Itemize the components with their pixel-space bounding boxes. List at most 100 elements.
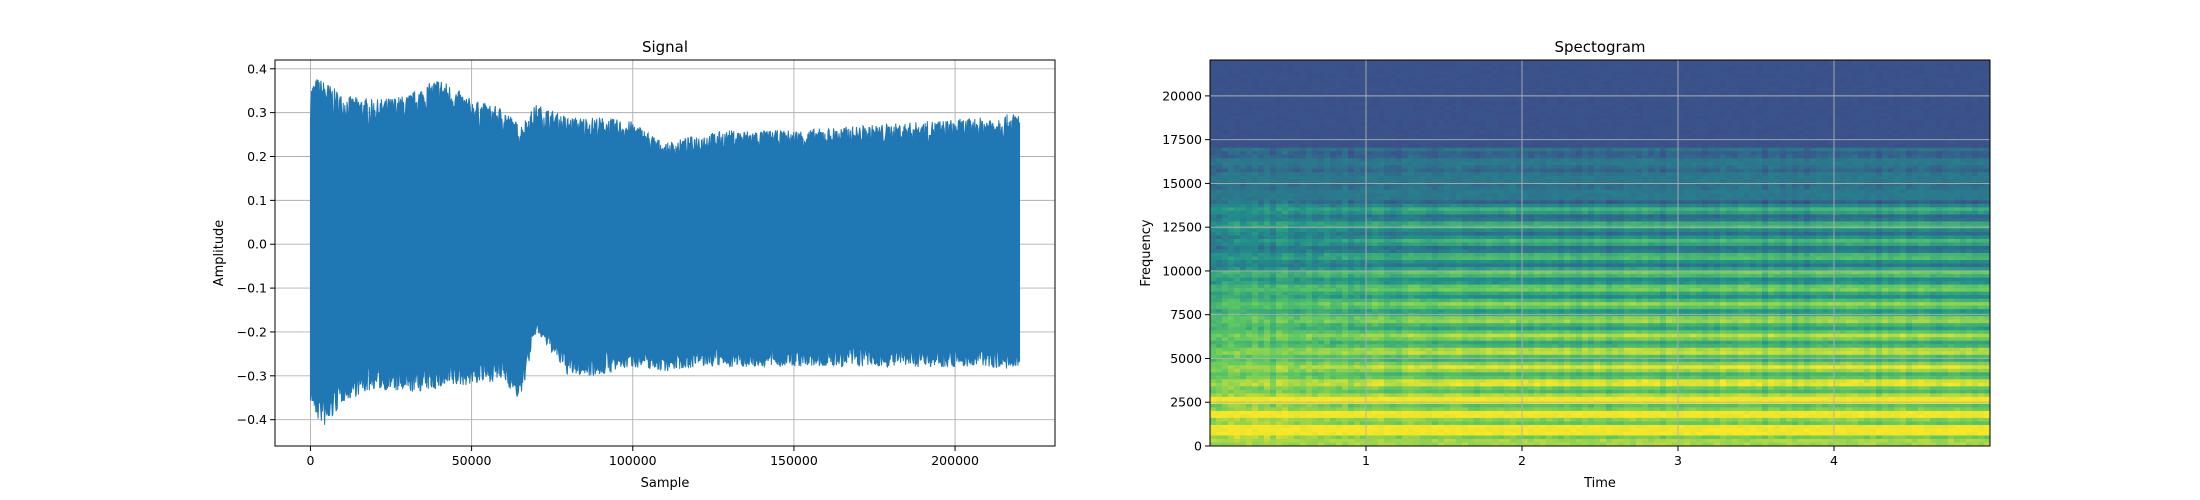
spectrogram-cell: [1474, 260, 1481, 264]
spectrogram-cell: [1228, 141, 1235, 145]
spectrogram-cell: [1408, 74, 1415, 78]
spectrogram-cell: [1210, 299, 1217, 303]
spectrogram-cell: [1276, 376, 1283, 380]
spectrogram-cell: [1234, 323, 1241, 327]
spectrogram-cell: [1312, 130, 1319, 134]
spectrogram-cell: [1396, 246, 1403, 250]
spectrogram-cell: [1396, 158, 1403, 162]
spectrogram-cell: [1402, 362, 1409, 366]
spectrogram-cell: [1324, 162, 1331, 166]
spectrogram-cell: [1252, 439, 1259, 443]
spectrogram-cell: [1456, 344, 1463, 348]
spectrogram-cell: [1246, 239, 1253, 243]
spectrogram-cell: [1258, 186, 1265, 190]
spectrogram-cell: [1336, 221, 1343, 225]
spectrogram-cell: [1330, 123, 1337, 127]
spectrogram-cell: [1240, 221, 1247, 225]
spectrogram-cell: [1318, 414, 1325, 418]
spectrogram-cell: [1234, 292, 1241, 296]
spectrogram-cell: [1414, 179, 1421, 183]
spectrogram-cell: [1264, 334, 1271, 338]
spectrogram-cell: [1402, 246, 1409, 250]
spectrogram-cell: [1306, 274, 1313, 278]
spectrogram-cell: [1288, 264, 1295, 268]
spectrogram-cell: [1210, 67, 1217, 71]
spectrogram-cell: [1228, 327, 1235, 331]
spectrogram-cell: [1384, 302, 1391, 306]
spectrogram-cell: [1432, 134, 1439, 138]
spectrogram-cell: [1228, 239, 1235, 243]
spectrogram-cell: [1396, 348, 1403, 352]
spectrogram-cell: [1276, 179, 1283, 183]
spectrogram-cell: [1306, 190, 1313, 194]
spectrogram-cell: [1216, 197, 1223, 201]
spectrogram-cell: [1456, 218, 1463, 222]
spectrogram-cell: [1396, 425, 1403, 429]
spectrogram-cell: [1402, 109, 1409, 113]
spectrogram-cell: [1246, 421, 1253, 425]
signal-chart: 0 50000 100000 150000 200000−0.4−0.3−0.2−0.1…: [212, 38, 1055, 491]
signal-plot-area: [310, 79, 1019, 425]
spectrogram-cell: [1216, 432, 1223, 436]
spectrogram-cell: [1384, 257, 1391, 261]
spectrogram-cell: [1306, 390, 1313, 394]
spectrogram-cell: [1318, 428, 1325, 432]
spectrogram-cell: [1420, 162, 1427, 166]
spectrogram-cell: [1336, 264, 1343, 268]
spectrogram-cell: [1306, 309, 1313, 313]
spectrogram-cell: [1210, 123, 1217, 127]
spectrogram-cell: [1312, 102, 1319, 106]
spectrogram-cell: [1330, 109, 1337, 113]
spectrogram-cell: [1372, 92, 1379, 96]
spectrogram-cell: [1384, 193, 1391, 197]
spectrogram-cell: [1426, 148, 1433, 152]
spectrogram-cell: [1432, 418, 1439, 422]
spectrogram-cell: [1282, 281, 1289, 285]
spectrogram-cell: [1462, 127, 1469, 131]
spectrogram-cell: [1402, 334, 1409, 338]
spectrogram-cell: [1432, 116, 1439, 120]
spectrogram-cell: [1216, 418, 1223, 422]
spectrogram-cell: [1228, 158, 1235, 162]
spectrogram-cell: [1402, 337, 1409, 341]
spectrogram-cell: [1294, 299, 1301, 303]
spectrogram-cell: [1342, 99, 1349, 103]
spectrogram-cell: [1234, 295, 1241, 299]
spectrogram-cell: [1348, 78, 1355, 82]
spectrogram-cell: [1462, 306, 1469, 310]
spectrogram-cell: [1264, 102, 1271, 106]
spectrogram-cell: [1474, 218, 1481, 222]
spectrogram-cell: [1252, 278, 1259, 282]
spectrogram-cell: [1330, 60, 1337, 64]
spectrogram-chart: 1 2 3 4025005000750010000125001500017500200…: [1139, 38, 1991, 491]
spectrogram-cell: [1318, 207, 1325, 211]
spectrogram-cell: [1426, 78, 1433, 82]
spectrogram-cell: [1384, 295, 1391, 299]
spectrogram-cell: [1354, 407, 1361, 411]
spectrogram-cell: [1300, 330, 1307, 334]
spectrogram-cell: [1414, 81, 1421, 85]
spectrogram-cell: [1228, 200, 1235, 204]
spectrogram-cell: [1372, 421, 1379, 425]
spectrogram-cell: [1468, 179, 1475, 183]
spectrogram-cell: [1450, 120, 1457, 124]
spectrogram-cell: [1444, 372, 1451, 376]
spectrogram-cell: [1246, 106, 1253, 110]
spectrogram-cell: [1444, 64, 1451, 68]
spectrogram-cell: [1348, 134, 1355, 138]
spectrogram-cell: [1414, 109, 1421, 113]
spectrogram-cell: [1456, 239, 1463, 243]
spectrogram-cell: [1312, 348, 1319, 352]
spectrogram-cell: [1402, 99, 1409, 103]
spectrogram-cell: [1264, 179, 1271, 183]
spectrogram-cell: [1402, 274, 1409, 278]
spectrogram-cell: [1282, 218, 1289, 222]
spectrogram-cell: [1282, 260, 1289, 264]
spectrogram-cell: [1330, 320, 1337, 324]
spectrogram-cell: [1414, 390, 1421, 394]
spectrogram-cell: [1330, 421, 1337, 425]
spectrogram-cell: [1408, 99, 1415, 103]
spectrogram-cell: [1228, 439, 1235, 443]
spectrogram-cell: [1420, 369, 1427, 373]
spectrogram-cell: [1408, 127, 1415, 131]
